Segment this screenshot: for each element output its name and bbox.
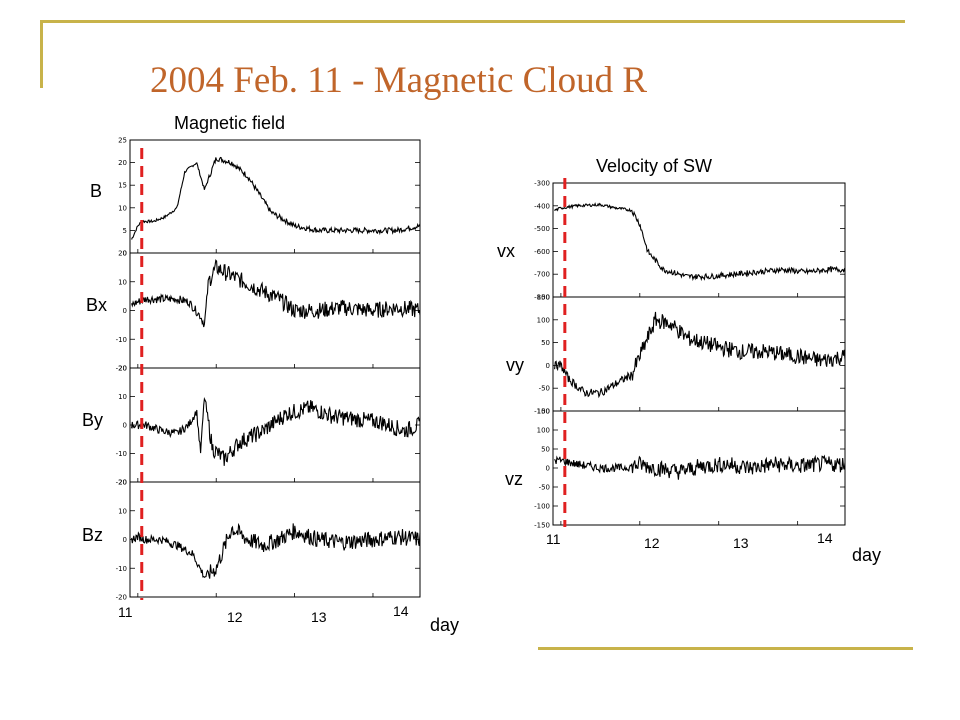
mag-by-panel-frame xyxy=(129,367,421,483)
vel-xtick-14: 14 xyxy=(817,530,833,546)
mag-b-ytick-label: 0 xyxy=(123,250,127,258)
mag-bz-ytick-label: -10 xyxy=(116,565,127,573)
panel-label-by: By xyxy=(82,410,104,430)
mag-by-ytick-label: -20 xyxy=(116,479,127,487)
mag-bx-ytick-label: 10 xyxy=(118,278,127,286)
vel-vy-ytick-label: 150 xyxy=(537,294,550,302)
velocity-title: Velocity of SW xyxy=(596,156,713,176)
mag-by-ytick-label: 0 xyxy=(123,422,127,430)
vel-vx-trace xyxy=(554,202,846,282)
mag-by-trace xyxy=(131,396,421,466)
vel-vz-ytick-label: 150 xyxy=(537,408,550,416)
mag-by-ytick-label: 20 xyxy=(118,365,127,373)
mag-by-ytick-label: 10 xyxy=(118,393,127,401)
bottom-accent-line xyxy=(538,647,913,650)
vel-xlabel: day xyxy=(852,545,882,565)
vel-vz-ytick-label: 50 xyxy=(541,446,550,454)
mag-bz-ytick-label: -20 xyxy=(116,594,127,602)
magnetic-field-title: Magnetic field xyxy=(174,113,286,133)
vel-vy-ytick-label: 0 xyxy=(546,362,550,370)
vel-vz-ytick-label: -150 xyxy=(534,522,550,530)
mag-xtick-12: 12 xyxy=(227,609,243,625)
left-accent-line xyxy=(40,20,43,88)
mag-bx-ytick-label: -10 xyxy=(116,336,127,344)
mag-bz-ytick-label: 10 xyxy=(118,507,127,515)
vel-vz-trace xyxy=(554,454,846,480)
mag-bx-trace xyxy=(131,259,421,328)
mag-bz-ytick-label: 20 xyxy=(118,479,127,487)
vel-xtick-12: 12 xyxy=(644,535,660,551)
vel-vy-ytick-label: 50 xyxy=(541,339,550,347)
panel-label-bz: Bz xyxy=(82,525,104,545)
mag-b-ytick-label: 10 xyxy=(118,204,127,212)
vel-vx-ytick-label: -400 xyxy=(534,202,550,210)
mag-by-ytick-label: -10 xyxy=(116,450,127,458)
mag-b-ytick-label: 20 xyxy=(118,159,127,167)
mag-bz-ytick-label: 0 xyxy=(123,536,127,544)
mag-b-trace xyxy=(131,156,421,240)
mag-b-panel-frame xyxy=(129,139,421,254)
vel-xtick-13: 13 xyxy=(733,535,749,551)
vel-vy-trace xyxy=(554,311,846,399)
mag-bx-ytick-label: 0 xyxy=(123,307,127,315)
panel-label-vy: vy xyxy=(506,355,524,375)
mag-xlabel: day xyxy=(430,615,460,635)
vel-vx-ytick-label: -500 xyxy=(534,225,550,233)
vel-xtick-11: 11 xyxy=(546,531,561,547)
mag-bx-ytick-label: 20 xyxy=(118,250,127,258)
panel-label-vz: vz xyxy=(505,469,523,489)
vel-vx-ytick-label: -800 xyxy=(534,294,550,302)
mag-xtick-11: 11 xyxy=(118,604,133,620)
mag-b-ytick-label: 25 xyxy=(118,137,127,145)
top-accent-line xyxy=(40,20,905,23)
vel-vz-ytick-label: 0 xyxy=(546,465,550,473)
vel-vy-ytick-label: -50 xyxy=(539,385,550,393)
mag-xtick-13: 13 xyxy=(311,609,327,625)
mag-xtick-14: 14 xyxy=(393,603,409,619)
vel-vy-ytick-label: -100 xyxy=(534,408,550,416)
mag-bx-panel-frame xyxy=(129,252,421,369)
mag-bz-trace xyxy=(131,522,421,579)
vel-vy-ytick-label: 100 xyxy=(537,316,550,324)
vel-vz-ytick-label: -50 xyxy=(539,484,550,492)
panel-label-vx: vx xyxy=(497,241,515,261)
page-title: 2004 Feb. 11 - Magnetic Cloud R xyxy=(150,60,648,100)
panel-label-b: B xyxy=(90,181,103,201)
mag-bx-ytick-label: -20 xyxy=(116,365,127,373)
vel-vz-ytick-label: -100 xyxy=(534,503,550,511)
vel-vx-ytick-label: -300 xyxy=(534,180,550,188)
vel-vx-panel-frame xyxy=(552,182,846,298)
vel-vx-ytick-label: -700 xyxy=(534,271,550,279)
vel-vx-ytick-label: -600 xyxy=(534,248,550,256)
panel-label-bx: Bx xyxy=(86,295,108,315)
vel-vz-ytick-label: 100 xyxy=(537,427,550,435)
mag-b-ytick-label: 15 xyxy=(118,182,127,190)
mag-b-ytick-label: 5 xyxy=(123,227,127,235)
